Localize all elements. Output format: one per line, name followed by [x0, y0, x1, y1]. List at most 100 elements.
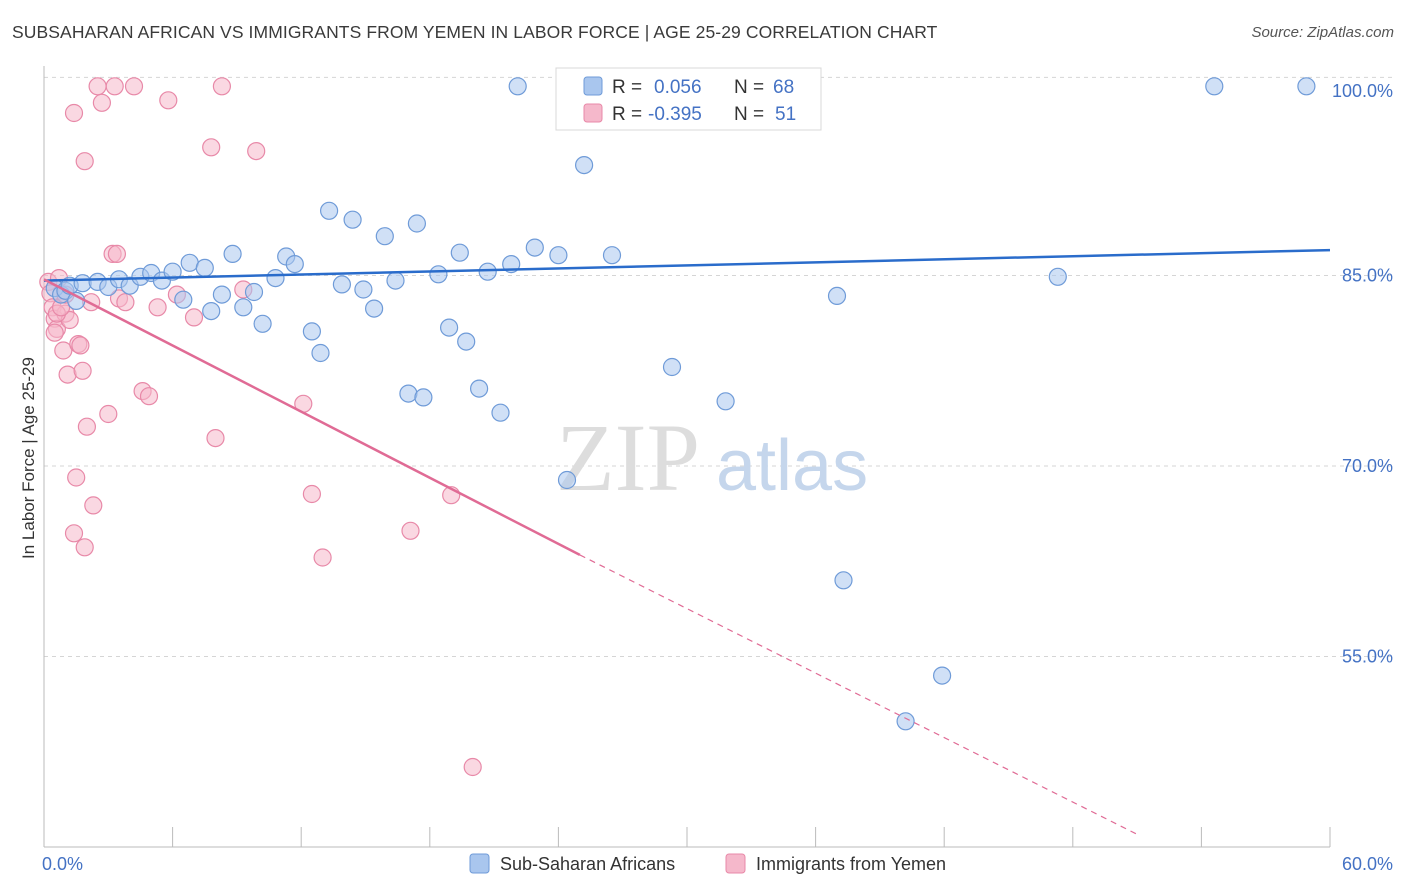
series-yemen-points	[39, 77, 482, 777]
y-tick-label-3: 55.0%	[1342, 647, 1393, 667]
subsaharan-point-18	[212, 285, 231, 304]
trend-line-subsaharan	[43, 248, 1331, 282]
yemen-point-16	[92, 93, 112, 112]
yemen-point-28	[184, 308, 204, 327]
yemen-point-6	[54, 341, 73, 360]
yemen-point-22	[124, 77, 144, 96]
legend-label-subsaharan: Sub-Saharan Africans	[500, 854, 675, 874]
yemen-point-36	[313, 548, 332, 567]
subsaharan-point-16	[195, 258, 214, 277]
subsaharan-point-26	[302, 322, 321, 341]
yemen-point-25	[148, 298, 167, 317]
subsaharan-point-28	[320, 201, 339, 220]
stats-pink-n-value: 51	[775, 104, 796, 125]
subsaharan-point-68	[1205, 77, 1224, 96]
subsaharan-point-35	[399, 384, 418, 403]
yemen-point-24	[139, 387, 159, 406]
yemen-point-39	[463, 757, 482, 777]
subsaharan-point-44	[491, 403, 510, 422]
subsaharan-point-29	[332, 275, 351, 294]
stats-pink-r-label: R =	[612, 104, 642, 125]
yemen-point-13	[75, 152, 94, 171]
x-tick-label-0: 0.0%	[42, 854, 83, 874]
subsaharan-point-69	[1297, 77, 1316, 96]
yemen-point-12	[73, 361, 92, 380]
trend-lines	[43, 248, 1331, 835]
subsaharan-point-47	[525, 238, 544, 257]
subsaharan-point-14	[174, 290, 193, 309]
stats-blue-n-value: 68	[773, 77, 794, 98]
subsaharan-point-41	[457, 332, 476, 351]
subsaharan-point-39	[440, 318, 459, 337]
legend-swatch-yemen	[725, 853, 746, 874]
y-tick-label-1: 85.0%	[1342, 266, 1393, 286]
subsaharan-point-63	[827, 286, 847, 305]
stats-blue-n-label: N =	[734, 77, 764, 98]
yemen-point-48	[71, 336, 90, 355]
subsaharan-point-56	[662, 357, 682, 377]
x-tick-labels: 0.0% 60.0%	[42, 854, 1393, 874]
subsaharan-point-49	[557, 470, 577, 490]
legend-swatch-subsaharan	[469, 853, 490, 874]
stats-pink-swatch	[583, 103, 603, 123]
yemen-point-33	[247, 142, 266, 161]
chart-title: SUBSAHARAN AFRICAN VS IMMIGRANTS FROM YE…	[12, 22, 938, 42]
yemen-point-49	[45, 323, 64, 342]
subsaharan-point-32	[365, 299, 384, 318]
subsaharan-point-43	[478, 262, 497, 281]
yemen-point-19	[105, 77, 124, 96]
subsaharan-point-21	[244, 282, 264, 302]
axes	[43, 66, 1331, 848]
yemen-point-50	[107, 244, 127, 263]
subsaharan-point-17	[202, 302, 221, 321]
subsaharan-point-36	[407, 214, 426, 233]
trend-line-yemen-extension	[579, 554, 1138, 835]
subsaharan-point-31	[354, 280, 373, 299]
stats-pink-n-label: N =	[734, 104, 764, 125]
yemen-point-43	[64, 524, 84, 543]
yemen-point-17	[99, 404, 118, 424]
subsaharan-point-34	[386, 271, 405, 290]
grid-lines	[44, 76, 1395, 658]
yemen-point-29	[202, 138, 221, 157]
legend: Sub-Saharan Africans Immigrants from Yem…	[469, 853, 946, 874]
subsaharan-point-38	[429, 265, 448, 284]
subsaharan-point-64	[834, 571, 853, 590]
subsaharan-point-37	[414, 388, 433, 407]
subsaharan-point-53	[602, 246, 622, 265]
yemen-point-31	[212, 77, 231, 96]
stats-pink-r-value: -0.395	[648, 104, 702, 125]
yemen-point-41	[67, 468, 86, 487]
y-tick-label-0: 100.0%	[1332, 81, 1393, 101]
subsaharan-point-22	[253, 314, 272, 333]
yemen-point-35	[302, 484, 321, 504]
yemen-point-26	[159, 91, 178, 110]
subsaharan-point-15	[180, 253, 199, 272]
watermark-zip: ZIP	[556, 404, 700, 511]
subsaharan-point-30	[343, 210, 362, 229]
yemen-point-10	[64, 103, 84, 123]
stats-blue-r-value: 0.056	[654, 77, 702, 98]
subsaharan-point-13	[163, 262, 182, 281]
subsaharan-point-40	[450, 243, 469, 262]
subsaharan-point-42	[470, 379, 489, 398]
y-tick-labels: 100.0% 85.0% 70.0% 55.0%	[1332, 81, 1393, 667]
subsaharan-point-23	[266, 269, 285, 288]
y-axis-title: In Labor Force | Age 25-29	[19, 357, 38, 559]
stats-box: R = 0.056 N = 68 R = -0.395 N = 51	[555, 67, 822, 131]
legend-label-yemen: Immigrants from Yemen	[756, 854, 946, 874]
stats-blue-r-label: R =	[612, 77, 642, 98]
yemen-point-14	[82, 293, 101, 312]
subsaharan-point-27	[311, 343, 330, 363]
subsaharan-point-19	[223, 244, 242, 263]
stats-blue-swatch	[583, 76, 603, 96]
subsaharan-point-5	[73, 274, 92, 293]
chart-source: Source: ZipAtlas.com	[1251, 24, 1394, 41]
subsaharan-point-48	[549, 246, 568, 265]
yemen-point-21	[116, 293, 135, 312]
watermark: ZIP atlas	[556, 404, 868, 511]
subsaharan-point-51	[574, 156, 594, 175]
yemen-point-42	[84, 496, 103, 515]
subsaharan-point-46	[508, 77, 527, 96]
trend-line-yemen	[43, 278, 581, 557]
